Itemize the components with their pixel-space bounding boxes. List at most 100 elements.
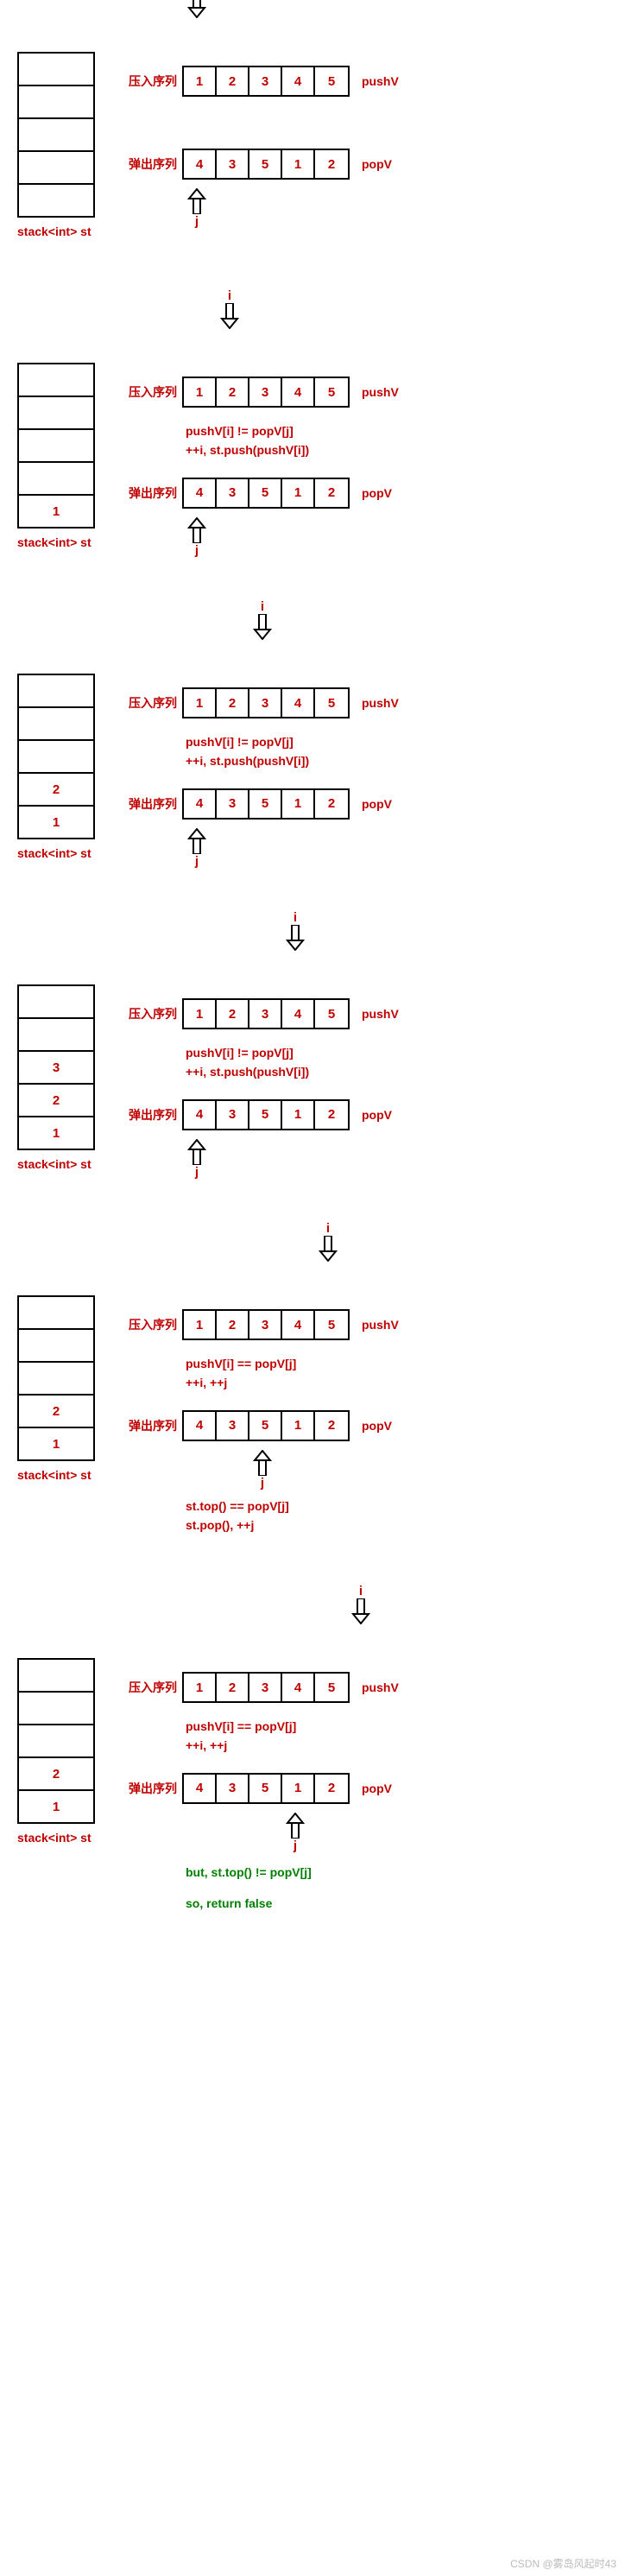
push-cell: 2 [217, 378, 249, 406]
notes: pushV[i] != popV[j]++i, st.push(pushV[i]… [125, 732, 609, 771]
pop-cell: 4 [184, 150, 217, 178]
arrow-down-icon [187, 0, 206, 18]
pop-cell: 2 [315, 150, 348, 178]
stack-cell [19, 1363, 93, 1396]
stack-cell: 1 [19, 496, 93, 528]
pushv-label: pushV [362, 1007, 399, 1021]
stack-box: 21 [17, 1658, 95, 1824]
stack-area: 21stack<int> st [17, 1658, 95, 1845]
pop-row: 弹出序列43512popV [125, 140, 609, 188]
popv-label: popV [362, 1108, 392, 1122]
stack-area: stack<int> st [17, 52, 95, 238]
arrow-up-icon [187, 517, 206, 543]
j-pointer: j [125, 1450, 609, 1490]
stack-cell [19, 463, 93, 496]
pop-boxes: 43512 [182, 1099, 350, 1130]
j-pointer: j [125, 517, 609, 557]
pop-cell: 1 [282, 1775, 315, 1802]
pointer-i-label: i [261, 599, 264, 614]
j-pointer: j [125, 1813, 609, 1852]
pop-cell: 4 [184, 1775, 217, 1802]
extra-notes: st.top() == popV[j]st.pop(), ++j [125, 1497, 609, 1535]
stack-label: stack<int> st [17, 846, 95, 860]
push-seq-label: 压入序列 [125, 73, 177, 90]
arrow-up-icon [286, 1813, 305, 1839]
stack-cell [19, 1019, 93, 1052]
arrow-up-icon [187, 828, 206, 854]
push-row: 压入序列12345pushV [125, 1301, 609, 1349]
popv-label: popV [362, 1782, 392, 1795]
stack-label: stack<int> st [17, 535, 95, 549]
pointer-i-label: i [294, 910, 297, 925]
push-cell: 3 [249, 1000, 282, 1028]
i-pointer: i [125, 288, 151, 328]
push-seq-label: 压入序列 [125, 1005, 177, 1022]
arrow-down-icon [220, 303, 239, 329]
push-cell: 1 [184, 1674, 217, 1701]
push-cell: 5 [315, 689, 348, 717]
pop-cell: 1 [282, 1412, 315, 1440]
pop-cell: 4 [184, 479, 217, 507]
note-line: pushV[i] == popV[j] [186, 1354, 609, 1373]
arrow-down-icon [351, 1598, 370, 1624]
push-cell: 4 [282, 1674, 315, 1701]
stack-cell [19, 1660, 93, 1693]
push-cell: 3 [249, 378, 282, 406]
pop-row: 弹出序列43512popV [125, 1091, 609, 1139]
arrow-down-icon [253, 614, 272, 640]
stack-cell [19, 364, 93, 397]
stack-area: 1 stack<int> st [17, 363, 95, 549]
extra-note-line: st.pop(), ++j [186, 1516, 609, 1535]
sequence-area: i压入序列12345pushVpushV[i] != popV[j]++i, s… [125, 950, 609, 1179]
push-cell: 1 [184, 1311, 217, 1339]
j-pointer: j [125, 828, 609, 868]
pop-row: 弹出序列43512popV [125, 469, 609, 517]
push-row: 压入序列12345pushV [125, 1663, 609, 1712]
step-1: 1stack<int> sti压入序列12345pushVpushV[i] !=… [9, 328, 616, 570]
pop-cell: 2 [315, 1775, 348, 1802]
stack-cell [19, 397, 93, 430]
note-line: pushV[i] != popV[j] [186, 1043, 609, 1062]
pointer-i-label: i [359, 1584, 363, 1598]
green-note-line: but, st.top() != popV[j] [186, 1863, 609, 1883]
push-cell: 4 [282, 1311, 315, 1339]
push-cell: 2 [217, 67, 249, 95]
pop-boxes: 43512 [182, 1410, 350, 1441]
pop-cell: 3 [217, 479, 249, 507]
push-cell: 2 [217, 1000, 249, 1028]
push-seq-label: 压入序列 [125, 1679, 177, 1696]
pop-cell: 4 [184, 1412, 217, 1440]
push-row: 压入序列12345pushV [125, 368, 609, 416]
stack-cell: 2 [19, 1085, 93, 1117]
push-cell: 2 [217, 689, 249, 717]
popv-label: popV [362, 1419, 392, 1433]
green-note-line: so, return false [186, 1894, 609, 1915]
note-line: ++i, st.push(pushV[i]) [186, 1062, 609, 1081]
push-cell: 1 [184, 378, 217, 406]
push-boxes: 12345 [182, 66, 350, 97]
popv-label: popV [362, 797, 392, 811]
pointer-j-label: j [294, 1839, 297, 1853]
stack-cell: 2 [19, 1396, 93, 1428]
sequence-area: i压入序列12345pushVpushV[i] == popV[j]++i, +… [125, 1623, 609, 1914]
push-cell: 3 [249, 1311, 282, 1339]
extra-note-line: st.top() == popV[j] [186, 1497, 609, 1516]
push-cell: 5 [315, 1000, 348, 1028]
pop-cell: 4 [184, 1101, 217, 1129]
push-boxes: 12345 [182, 687, 350, 718]
stack-cell [19, 1330, 93, 1363]
pop-cell: 1 [282, 479, 315, 507]
step-3: 321stack<int> sti压入序列12345pushVpushV[i] … [9, 950, 616, 1192]
watermark: CSDN @雾岛风起时43 [510, 2556, 616, 2571]
push-cell: 4 [282, 378, 315, 406]
i-pointer: i [125, 910, 151, 950]
push-cell: 1 [184, 1000, 217, 1028]
step-2: 21stack<int> sti压入序列12345pushVpushV[i] !… [9, 639, 616, 881]
pop-cell: 2 [315, 479, 348, 507]
pointer-i-label: i [326, 1221, 330, 1236]
sequence-area: i压入序列12345pushVpushV[i] == popV[j]++i, +… [125, 1261, 609, 1535]
pop-cell: 3 [217, 1101, 249, 1129]
pop-boxes: 43512 [182, 478, 350, 509]
pushv-label: pushV [362, 696, 399, 710]
stack-box [17, 52, 95, 218]
